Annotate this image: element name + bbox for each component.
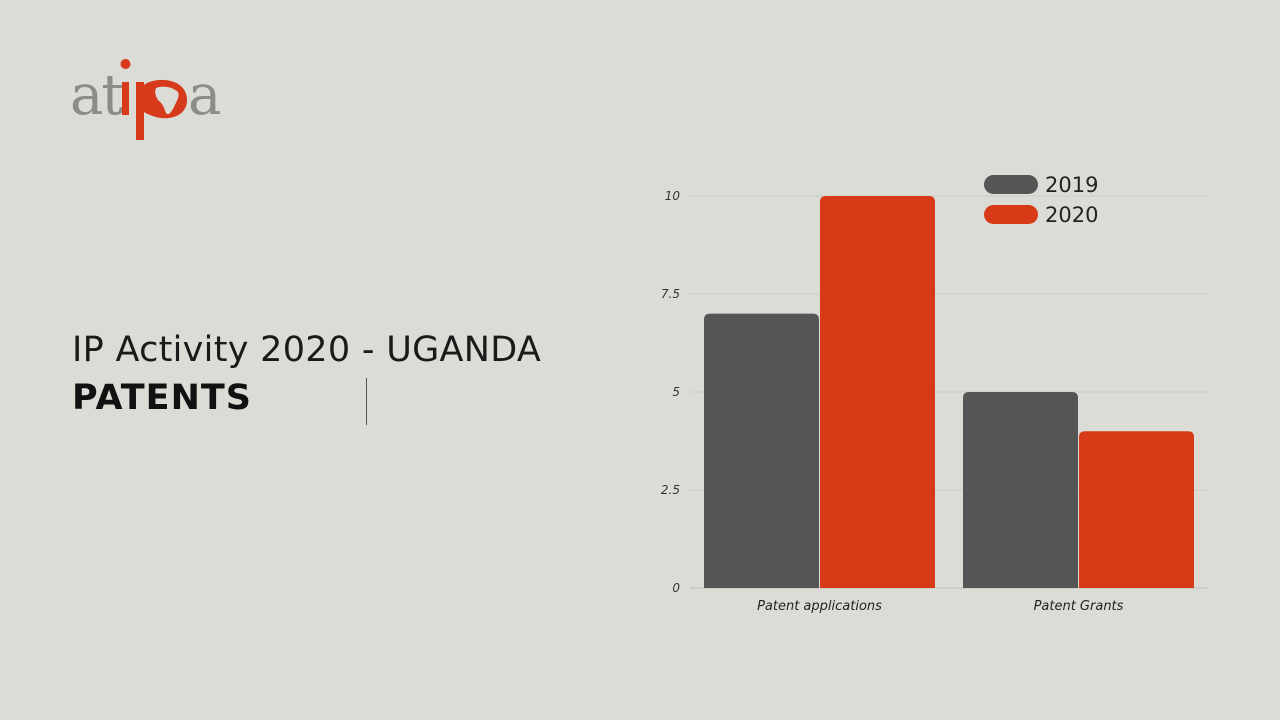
y-tick-label: 7.5 — [661, 287, 680, 301]
page-title: IP Activity 2020 - UGANDA — [72, 330, 542, 370]
patents-bar-chart: 0 2.5 5 7.5 10 Patent applications Patent Gra… — [661, 173, 1208, 614]
legend-label-2020: 2020 — [1045, 203, 1098, 227]
y-tick-label: 10 — [665, 189, 681, 203]
y-tick-label: 5 — [672, 385, 680, 399]
legend: 2019 2020 — [984, 173, 1098, 227]
x-axis-categories: Patent applications Patent Grants — [757, 599, 1124, 614]
x-category-label: Patent Grants — [1034, 599, 1124, 614]
bars-layer — [704, 196, 1194, 588]
bar-patent-applications-2020 — [820, 196, 935, 588]
y-axis-ticks: 0 2.5 5 7.5 10 — [661, 189, 680, 595]
y-tick-label: 0 — [672, 581, 680, 595]
y-tick-label: 2.5 — [661, 483, 680, 497]
atipa-logo: at a — [70, 52, 240, 147]
bar-patent-grants-2019 — [963, 392, 1078, 588]
vertical-divider — [366, 378, 367, 425]
legend-swatch-2020 — [984, 205, 1038, 224]
x-category-label: Patent applications — [757, 599, 882, 614]
page-subtitle: PATENTS — [72, 378, 252, 418]
legend-label-2019: 2019 — [1045, 173, 1098, 197]
title-block: IP Activity 2020 - UGANDA PATENTS — [72, 326, 541, 422]
bar-patent-applications-2019 — [704, 313, 819, 588]
legend-swatch-2019 — [984, 175, 1038, 194]
svg-text:a: a — [188, 63, 220, 128]
bar-patent-grants-2020 — [1079, 431, 1194, 588]
svg-text:at: at — [70, 63, 124, 128]
